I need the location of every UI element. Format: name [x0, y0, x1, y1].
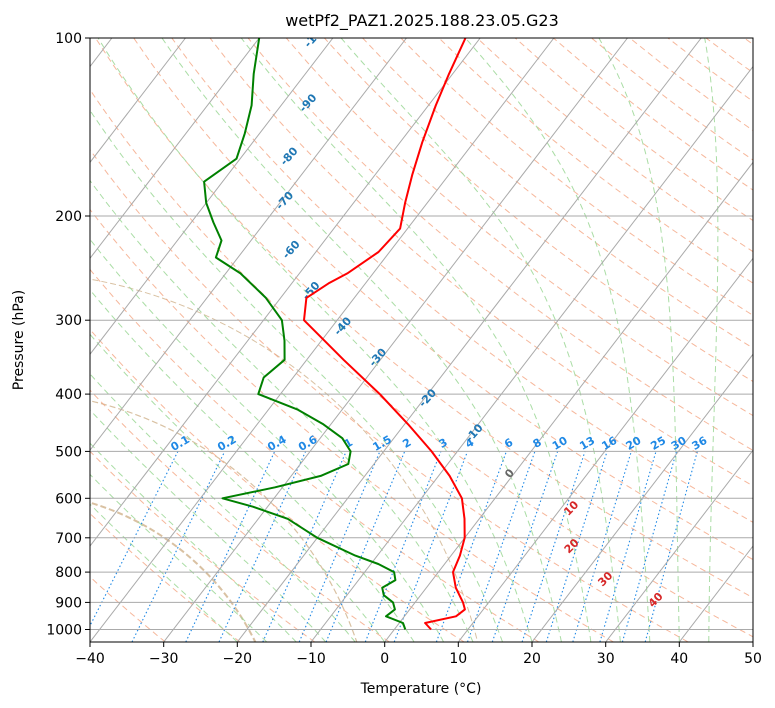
y-tick-label: 700 [55, 531, 82, 547]
x-tick-label: 50 [744, 651, 762, 667]
moist-adiabat-line [90, 473, 268, 642]
dry-adiabat-line [90, 450, 315, 642]
theta-e-line [90, 278, 479, 642]
isotherm-line [163, 38, 628, 642]
isotherm-line [384, 161, 753, 642]
x-tick-label: 40 [670, 651, 688, 667]
y-tick-label: 500 [55, 444, 82, 460]
x-tick-label: −20 [223, 651, 253, 667]
dry-adiabat-line [209, 38, 753, 487]
mixing-ratio-line [466, 451, 536, 642]
moist-adiabat-line [90, 333, 386, 642]
dry-adiabat-line [90, 148, 689, 642]
moist-adiabat-line [90, 238, 445, 642]
mixing-ratio-line [621, 451, 678, 642]
y-axis-ticks: 100 200 300 400 500 600 700 800 900 1000 [46, 31, 90, 639]
y-tick-label: 200 [55, 209, 82, 225]
moist-adiabat-line [90, 409, 327, 642]
x-tick-label: 0 [380, 651, 389, 667]
y-tick-label: 100 [55, 31, 82, 47]
dry-adiabat-line [90, 576, 166, 642]
moist-adiabat-line [340, 38, 621, 642]
mixing-ratio-line [572, 451, 632, 642]
moist-adiabat-line [161, 38, 562, 642]
moist-adiabat-line [90, 289, 415, 642]
dry-adiabat-line [285, 38, 753, 417]
mixing-ratio-line [262, 451, 347, 642]
dry-adiabat-line [438, 38, 753, 284]
isotherm-line [605, 449, 753, 642]
moist-adiabat-line [90, 442, 297, 642]
isotherm-lines [90, 38, 753, 642]
moist-adiabats [90, 38, 719, 642]
isotherm-line [531, 353, 753, 642]
theta-e-lines [90, 278, 479, 642]
y-tick-label: 400 [55, 387, 82, 403]
mixing-ratio-line [131, 451, 226, 642]
mixing-ratio-line [185, 451, 276, 642]
plot-region: 0.10.20.40.611.52346810131620253036-100-… [90, 38, 753, 642]
isotherm-line [90, 38, 334, 356]
x-tick-label: −40 [75, 651, 105, 667]
temperature-profile-line [303, 38, 467, 631]
moist-adiabat-line [90, 503, 238, 642]
isotherm-line [236, 38, 702, 642]
chart-title: wetPf2_PAZ1.2025.188.23.05.G23 [285, 11, 559, 31]
isotherm-line [90, 38, 186, 164]
plot-frame [89, 37, 754, 643]
y-axis-label: Pressure (hPa) [11, 290, 27, 390]
x-tick-label: 10 [449, 651, 467, 667]
mixing-ratio-line [218, 451, 307, 642]
y-tick-label: 300 [55, 313, 82, 329]
dry-adiabat-line [247, 38, 753, 451]
moist-adiabat-line [90, 109, 503, 642]
mixing-ratio-lines [90, 451, 698, 642]
isotherm-line [90, 38, 407, 451]
isotherm-line [457, 257, 753, 642]
dry-adiabat-line [90, 208, 614, 642]
x-tick-label: −30 [149, 651, 179, 667]
theta-e-line [90, 501, 257, 642]
x-axis-label: Temperature (°C) [360, 681, 482, 697]
dry-adiabat-line [133, 38, 753, 561]
x-tick-label: −10 [296, 651, 326, 667]
dry-adiabat-line [90, 268, 540, 642]
dry-adiabat-line [90, 389, 390, 642]
mixing-ratio-line [435, 451, 507, 642]
x-tick-label: 20 [523, 651, 541, 667]
mixing-ratio-line [599, 451, 657, 642]
dry-adiabat-line [324, 38, 753, 383]
mixing-ratio-line [644, 451, 698, 642]
theta-e-line [90, 400, 358, 642]
mixing-ratio-line [521, 451, 586, 642]
isobar-gridlines [90, 38, 753, 630]
mixing-ratio-line [298, 451, 381, 642]
y-tick-label: 600 [55, 491, 82, 507]
dewpoint-profile-line [203, 38, 407, 630]
moist-adiabat-line [97, 38, 533, 642]
sounding-profiles [203, 38, 467, 631]
mixing-ratio-line [491, 451, 559, 642]
isotherm-line [310, 65, 753, 642]
moist-adiabat-line [465, 38, 651, 642]
dry-adiabat-line [95, 38, 753, 599]
y-tick-label: 800 [55, 565, 82, 581]
isotherm-line [90, 38, 555, 642]
dry-adiabat-line [90, 328, 465, 642]
moist-adiabat-line [90, 179, 474, 642]
x-tick-label: 30 [597, 651, 615, 667]
isotherm-line [90, 38, 260, 260]
isotherm-line [90, 38, 481, 547]
moist-adiabat-line [240, 38, 592, 642]
moist-adiabat-line [598, 38, 680, 642]
dry-adiabat-line [171, 38, 753, 523]
y-tick-label: 1000 [46, 623, 82, 639]
y-tick-label: 900 [55, 595, 82, 611]
x-axis-ticks: −40 −30 −20 −10 0 10 20 30 40 50 [75, 642, 762, 667]
moist-adiabat-line [704, 38, 719, 642]
